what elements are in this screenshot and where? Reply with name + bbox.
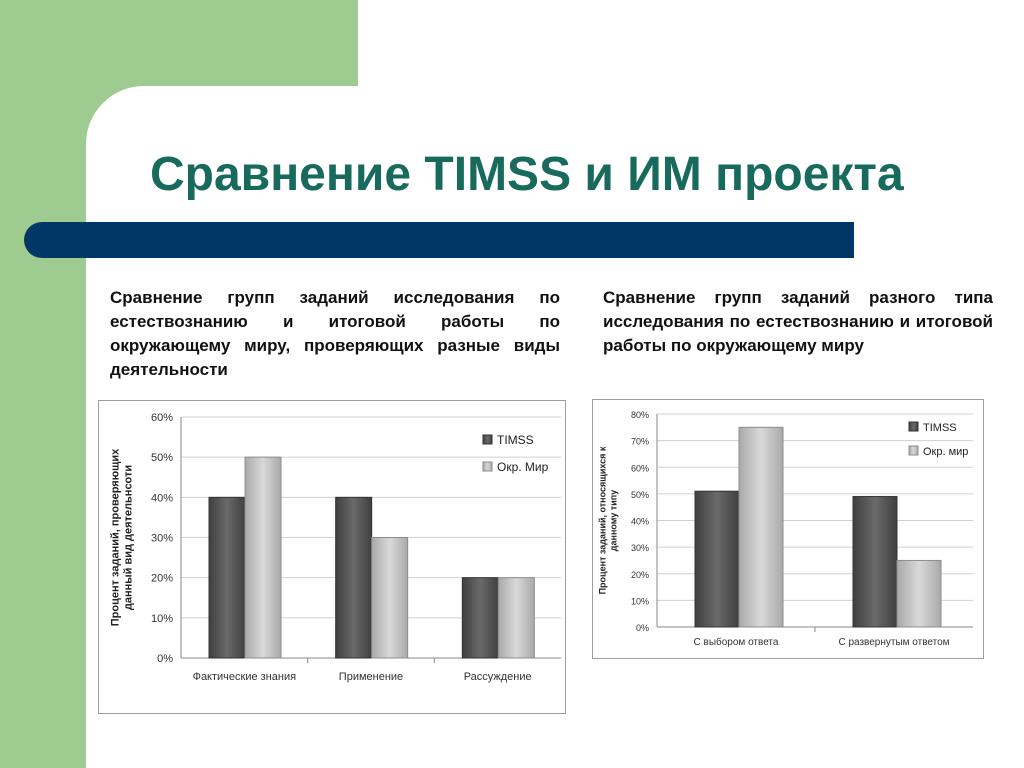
chart-activity-types: 0% 10% 20% 30% 40% 50% 60% Фактические знания Пр… bbox=[98, 400, 566, 714]
y-tick-label: 30% bbox=[151, 533, 173, 545]
bar-timss bbox=[852, 496, 898, 628]
legend-label: TIMSS bbox=[923, 422, 957, 434]
y-tick-label: 60% bbox=[151, 412, 173, 424]
category-label: Рассуждение bbox=[464, 671, 532, 683]
category-label: С развернутым ответом bbox=[838, 637, 949, 648]
chart-activity-types-svg: 0% 10% 20% 30% 40% 50% 60% Фактические знания Пр… bbox=[109, 412, 561, 683]
y-tick-label: 50% bbox=[151, 452, 173, 464]
caption-left: Сравнение групп заданий исследования по … bbox=[110, 288, 560, 379]
slide-title: Сравнение TIMSS и ИМ проекта bbox=[150, 148, 904, 201]
bar-okr bbox=[371, 537, 409, 659]
background-green-strip bbox=[0, 0, 86, 768]
category-label: С выбором ответа bbox=[694, 636, 779, 648]
bar-timss bbox=[461, 577, 499, 659]
category-label: Фактические знания bbox=[193, 671, 297, 683]
title-divider-bar bbox=[24, 222, 854, 258]
y-axis-title: Процент заданий, проверяющихданный вид д… bbox=[109, 448, 134, 626]
bar-okr bbox=[738, 426, 784, 628]
y-tick-label: 70% bbox=[631, 437, 649, 447]
y-tick-label: 10% bbox=[151, 613, 173, 625]
caption-right: Сравнение групп заданий разного типа исс… bbox=[603, 288, 993, 355]
y-tick-label: 10% bbox=[631, 596, 649, 606]
y-axis-title-line: Процент заданий, проверяющих bbox=[109, 448, 121, 626]
y-axis-title: Процент заданий, относящихся кданному ти… bbox=[598, 446, 619, 594]
y-axis-title-line: Процент заданий, относящихся к bbox=[598, 446, 608, 594]
legend-label: Окр. мир bbox=[923, 446, 968, 458]
y-tick-label: 0% bbox=[157, 653, 173, 665]
y-tick-label: 80% bbox=[631, 410, 649, 420]
y-tick-label: 40% bbox=[151, 492, 173, 504]
chart-task-types: 0% 10% 20% 30% 40% 50% 60% 70% 80% С выбором отве… bbox=[592, 399, 984, 659]
y-tick-label: 0% bbox=[636, 623, 649, 633]
legend-swatch bbox=[908, 421, 919, 432]
legend-swatch bbox=[482, 461, 493, 472]
y-tick-label: 20% bbox=[631, 570, 649, 580]
bar-okr bbox=[896, 559, 942, 628]
bar-timss bbox=[208, 496, 246, 659]
legend-label: Окр. Мир bbox=[497, 460, 549, 474]
y-axis-title-line: данный вид деятельнсоти bbox=[123, 465, 135, 610]
chart-task-types-svg: 0% 10% 20% 30% 40% 50% 60% 70% 80% С выбором отве… bbox=[598, 410, 973, 648]
y-tick-label: 50% bbox=[631, 490, 649, 500]
category-label: Применение bbox=[339, 671, 403, 683]
y-tick-label: 40% bbox=[631, 517, 649, 527]
y-tick-label: 30% bbox=[631, 543, 649, 553]
y-tick-label: 60% bbox=[631, 463, 649, 473]
y-axis-title-line: данному типу bbox=[608, 490, 618, 551]
legend-label: TIMSS bbox=[497, 433, 534, 447]
bar-okr bbox=[244, 456, 282, 659]
legend-swatch bbox=[908, 445, 919, 456]
y-tick-label: 20% bbox=[151, 573, 173, 585]
bar-okr bbox=[497, 577, 535, 659]
bar-timss bbox=[694, 490, 740, 628]
bar-timss bbox=[335, 496, 373, 659]
legend-swatch bbox=[482, 434, 493, 445]
